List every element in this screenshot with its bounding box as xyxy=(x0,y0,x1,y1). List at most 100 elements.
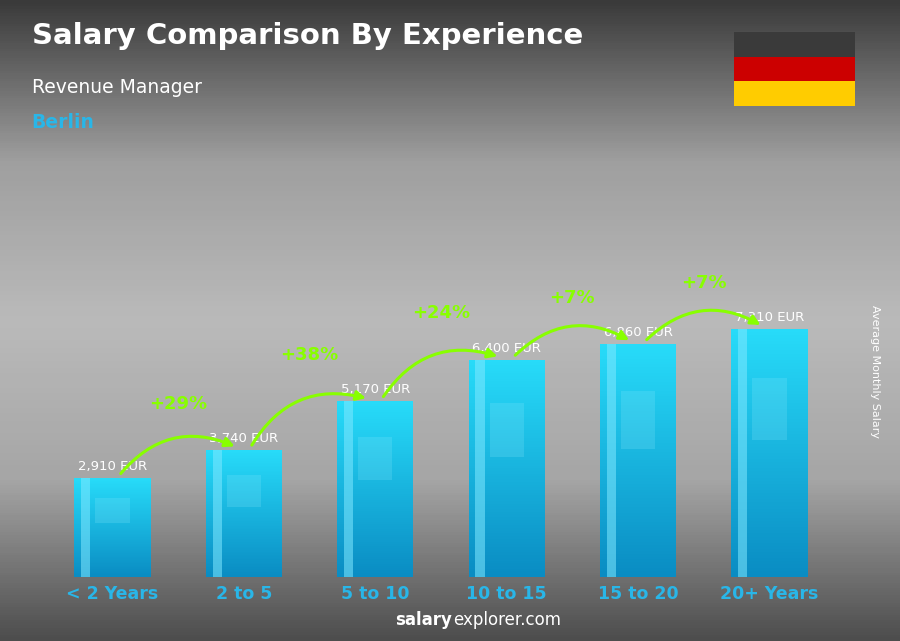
Bar xyxy=(732,487,807,490)
Bar xyxy=(600,431,676,434)
Bar xyxy=(469,428,544,430)
Bar xyxy=(206,499,282,501)
Bar xyxy=(338,419,413,421)
Bar xyxy=(338,421,413,423)
Bar xyxy=(75,569,150,570)
Bar xyxy=(95,498,130,522)
Bar xyxy=(75,509,150,510)
Bar xyxy=(338,423,413,426)
Bar xyxy=(600,426,676,428)
Bar xyxy=(206,566,282,567)
Bar xyxy=(469,569,544,572)
Bar xyxy=(338,513,413,515)
Bar xyxy=(469,460,544,463)
Bar xyxy=(338,432,413,435)
Bar xyxy=(469,406,544,408)
Bar xyxy=(338,438,413,441)
Bar xyxy=(600,370,676,373)
Bar xyxy=(600,440,676,443)
Bar xyxy=(732,338,807,341)
Bar xyxy=(469,485,544,487)
Bar xyxy=(732,469,807,471)
Bar xyxy=(732,540,807,543)
Bar xyxy=(75,528,150,529)
Bar xyxy=(206,507,282,509)
Bar xyxy=(600,399,676,403)
Bar xyxy=(338,575,413,577)
Bar xyxy=(206,534,282,536)
Bar xyxy=(469,469,544,471)
Bar xyxy=(338,515,413,518)
Bar xyxy=(600,420,676,422)
Bar xyxy=(344,401,353,577)
Bar xyxy=(75,538,150,540)
Bar xyxy=(206,518,282,520)
Bar xyxy=(338,458,413,461)
Bar xyxy=(732,415,807,419)
Bar xyxy=(75,501,150,502)
Bar xyxy=(732,518,807,521)
Bar xyxy=(75,522,150,524)
Bar xyxy=(732,431,807,434)
Bar xyxy=(469,433,544,436)
Bar xyxy=(75,560,150,561)
Bar xyxy=(338,478,413,480)
Bar xyxy=(475,360,484,577)
Text: 6,860 EUR: 6,860 EUR xyxy=(604,326,672,339)
Bar xyxy=(469,509,544,512)
Bar xyxy=(732,360,807,363)
Bar xyxy=(75,557,150,558)
Bar xyxy=(600,539,676,542)
Bar xyxy=(600,414,676,417)
Bar xyxy=(75,553,150,554)
Bar xyxy=(732,397,807,400)
Bar xyxy=(206,523,282,524)
Bar xyxy=(338,553,413,555)
Bar xyxy=(732,574,807,577)
Bar xyxy=(600,551,676,554)
Bar xyxy=(227,476,261,507)
Bar xyxy=(732,570,807,574)
Bar xyxy=(469,392,544,395)
Bar xyxy=(338,437,413,438)
Bar xyxy=(75,498,150,499)
Bar xyxy=(75,508,150,509)
Bar xyxy=(338,474,413,476)
Bar xyxy=(469,360,544,362)
Bar xyxy=(600,545,676,548)
Bar xyxy=(206,485,282,487)
Bar xyxy=(206,576,282,577)
Bar xyxy=(338,495,413,498)
Bar xyxy=(732,410,807,413)
Bar xyxy=(732,385,807,388)
Bar xyxy=(206,466,282,467)
Bar xyxy=(338,492,413,494)
Bar xyxy=(469,536,544,539)
Bar xyxy=(206,453,282,454)
Text: 6,400 EUR: 6,400 EUR xyxy=(472,342,541,354)
Bar xyxy=(469,368,544,370)
Bar xyxy=(75,572,150,573)
Bar xyxy=(732,428,807,431)
Bar xyxy=(469,522,544,526)
Bar xyxy=(732,332,807,335)
Text: 2,910 EUR: 2,910 EUR xyxy=(78,460,147,473)
Bar xyxy=(732,509,807,512)
Bar xyxy=(469,401,544,403)
Bar xyxy=(75,525,150,526)
Text: +38%: +38% xyxy=(281,346,338,364)
Bar xyxy=(732,530,807,533)
Bar xyxy=(600,498,676,501)
Bar xyxy=(75,520,150,521)
Bar xyxy=(206,513,282,515)
Bar xyxy=(75,544,150,545)
Bar xyxy=(600,469,676,472)
Bar xyxy=(206,470,282,472)
Bar xyxy=(732,347,807,351)
Bar xyxy=(338,485,413,487)
Bar xyxy=(732,462,807,465)
Bar xyxy=(600,449,676,452)
Bar xyxy=(600,379,676,382)
Bar xyxy=(732,369,807,372)
Bar xyxy=(600,365,676,367)
